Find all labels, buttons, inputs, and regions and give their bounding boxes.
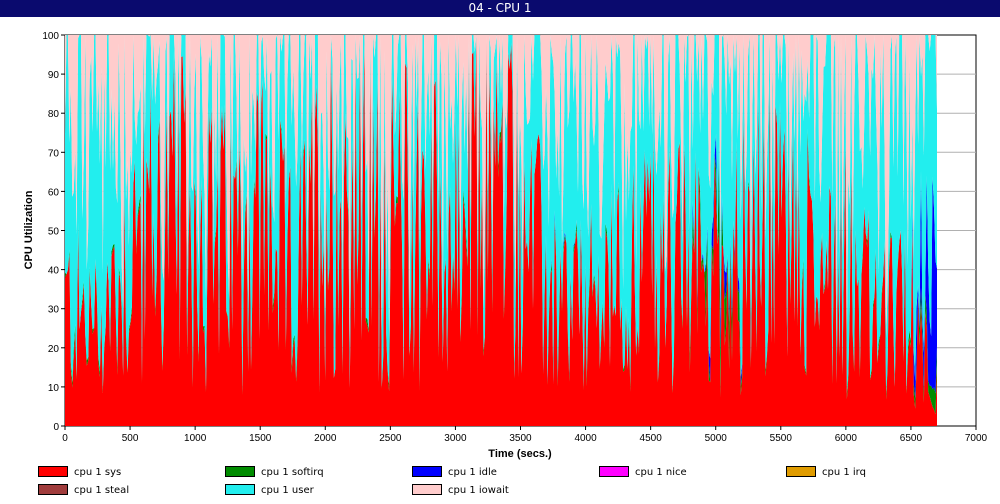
y-axis-label: CPU Utilization [23, 190, 35, 269]
window-title-bar: 04 - CPU 1 [0, 0, 1000, 17]
y-tick-label: 90 [48, 70, 60, 81]
chart-legend: cpu 1 sys cpu 1 softirq cpu 1 idle cpu 1 ni… [0, 464, 1000, 504]
legend-label: cpu 1 steal [74, 485, 130, 496]
legend-label: cpu 1 sys [74, 467, 122, 478]
legend-swatch [412, 483, 442, 495]
legend-item: cpu 1 iowait [412, 483, 509, 498]
y-tick-label: 40 [48, 266, 60, 277]
legend-label: cpu 1 irq [822, 467, 866, 478]
sys-area [65, 35, 937, 426]
legend-item: cpu 1 sys [38, 465, 122, 480]
x-tick-label: 7000 [965, 433, 988, 444]
legend-label: cpu 1 softirq [261, 467, 324, 478]
window-title: 04 - CPU 1 [468, 1, 532, 15]
x-tick-label: 5500 [770, 433, 793, 444]
y-tick-label: 70 [48, 148, 60, 159]
x-axis-label: Time (secs.) [488, 448, 552, 460]
x-tick-label: 5000 [705, 433, 728, 444]
x-tick-label: 2500 [379, 433, 402, 444]
x-tick-label: 4000 [574, 433, 597, 444]
legend-label: cpu 1 iowait [448, 485, 509, 496]
legend-swatch [599, 465, 629, 477]
legend-swatch [38, 465, 68, 477]
legend-label: cpu 1 user [261, 485, 314, 496]
legend-swatch [786, 465, 816, 477]
legend-swatch [225, 483, 255, 495]
user-area [65, 35, 937, 394]
x-tick-label: 0 [62, 433, 68, 444]
x-tick-label: 1500 [249, 433, 272, 444]
legend-item: cpu 1 user [225, 483, 314, 498]
y-tick-label: 50 [48, 227, 60, 238]
y-tick-label: 0 [53, 422, 59, 433]
y-tick-label: 80 [48, 109, 60, 120]
x-tick-label: 6000 [835, 433, 858, 444]
y-tick-label: 30 [48, 305, 60, 316]
x-tick-label: 3500 [509, 433, 532, 444]
legend-swatch [412, 465, 442, 477]
x-tick-label: 6500 [900, 433, 923, 444]
legend-item: cpu 1 steal [38, 483, 130, 498]
legend-item: cpu 1 nice [599, 465, 687, 480]
series-areas [65, 35, 937, 426]
y-tick-label: 100 [42, 31, 59, 42]
legend-swatch [225, 465, 255, 477]
legend-item: cpu 1 idle [412, 465, 497, 480]
y-tick-label: 20 [48, 344, 60, 355]
legend-item: cpu 1 softirq [225, 465, 324, 480]
iowait-area [65, 35, 937, 343]
x-tick-label: 4500 [640, 433, 663, 444]
legend-swatch [38, 483, 68, 495]
legend-item: cpu 1 irq [786, 465, 866, 480]
x-tick-label: 3000 [444, 433, 467, 444]
x-tick-label: 500 [122, 433, 139, 444]
x-tick-label: 1000 [184, 433, 207, 444]
legend-label: cpu 1 nice [635, 467, 687, 478]
legend-label: cpu 1 idle [448, 467, 497, 478]
y-tick-label: 60 [48, 187, 60, 198]
x-tick-label: 2000 [314, 433, 337, 444]
y-tick-label: 10 [48, 383, 60, 394]
